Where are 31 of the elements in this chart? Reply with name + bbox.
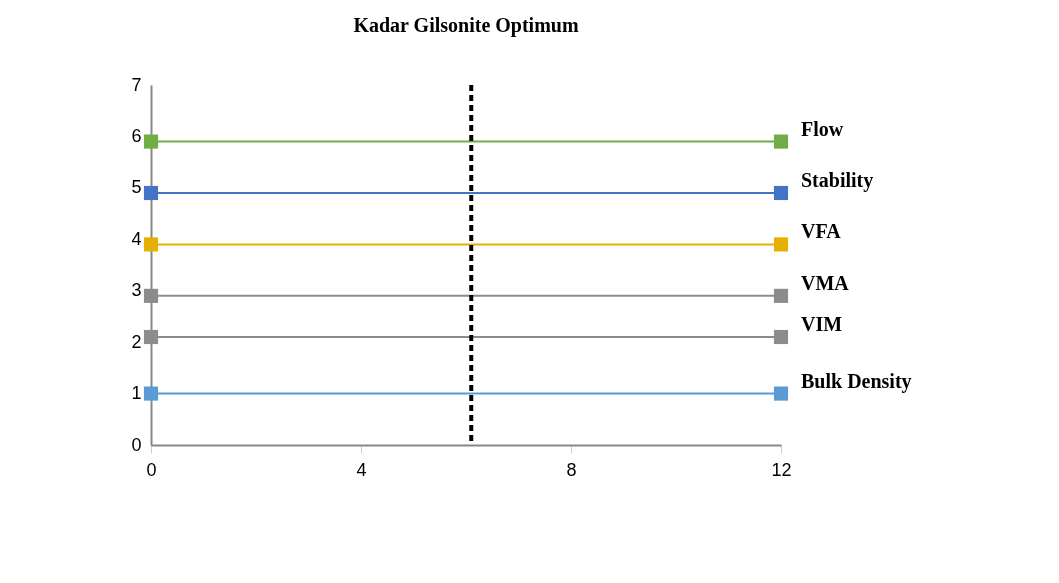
x-tick-label: 8 (566, 459, 577, 480)
x-tick-label: 4 (356, 459, 367, 480)
point (773, 185, 789, 201)
point (143, 329, 159, 345)
x-tick-label: 0 (146, 459, 157, 480)
y-tick-label: 7 (131, 74, 142, 95)
y-tick-label: 3 (131, 280, 142, 301)
point (773, 288, 789, 303)
series-label: VMA (801, 271, 850, 294)
series-label: Flow (801, 117, 844, 140)
y-tick-label: 2 (131, 331, 142, 352)
y-tick-label: 5 (131, 177, 142, 198)
point (773, 237, 789, 252)
point (143, 288, 159, 303)
y-tick-label: 4 (131, 228, 142, 249)
point (773, 386, 789, 401)
point (143, 386, 159, 401)
point (143, 185, 159, 201)
series-label: VFA (801, 220, 842, 243)
series-label: VIM (801, 313, 843, 335)
y-tick-label: 6 (131, 125, 142, 146)
point (773, 329, 789, 345)
series-label: Stability (801, 169, 874, 192)
point (143, 237, 159, 252)
y-tick-label: 1 (131, 383, 142, 404)
chart-title: Kadar Gilsonite Optimum (353, 14, 579, 37)
x-tick-label: 12 (771, 459, 792, 480)
series-label: Bulk Density (801, 369, 912, 393)
point (143, 134, 159, 149)
y-tick-label: 0 (131, 434, 142, 455)
point (773, 134, 789, 149)
